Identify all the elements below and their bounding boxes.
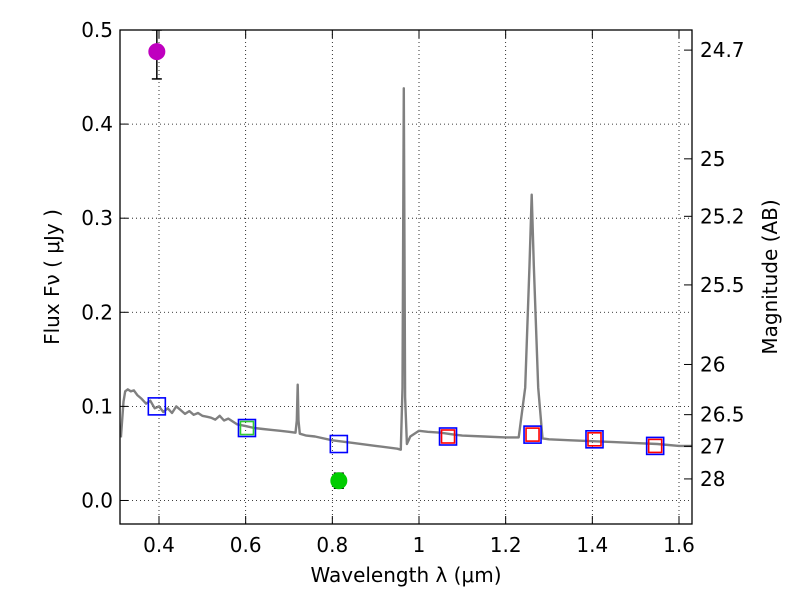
x-tick-label: 1.2 [490,533,522,557]
x-tick-label: 0.6 [230,533,262,557]
axis-ticks [120,29,692,524]
y-tick-label: 0.4 [81,112,113,136]
photometry-square [237,418,257,438]
photometry-square [329,434,349,454]
photometry-square [147,397,167,416]
photometry-square [645,436,665,456]
y-tick-label: 0.1 [81,394,113,418]
y-tick-label: 0.5 [81,18,113,42]
y2-tick-label: 25.5 [700,273,745,297]
photometry-square [525,427,540,442]
y2-tick-label: 25.2 [700,204,745,228]
photometry-square [585,430,604,449]
photometry-square [587,432,602,447]
x-axis-title: Wavelength λ (μm) [310,563,501,587]
y2-tick-label: 26.5 [700,403,745,427]
x-tick-label: 0.4 [143,533,175,557]
plot-data-layer [120,30,692,490]
y2-tick-label: 25 [700,147,725,171]
photometry-square [239,420,255,436]
x-tick-label: 0.8 [316,533,348,557]
y-tick-label: 0.0 [81,488,113,512]
y-axis-title: Flux Fν ( μJy ) [40,209,64,345]
plot-frame [119,29,693,525]
y-tick-label: 0.2 [81,300,113,324]
photometry-square [523,425,542,444]
x-tick-label: 1.6 [663,533,695,557]
detection-point [148,43,166,61]
photometry-square [440,429,456,444]
y2-tick-label: 26 [700,352,725,376]
detection-point [330,472,348,490]
photometry-square [438,427,458,446]
x-tick-label: 1 [413,533,426,557]
photometry-square [647,438,663,454]
data-marks [120,30,692,490]
y-tick-label: 0.3 [81,206,113,230]
y2-tick-label: 27 [700,434,725,458]
x-tick-label: 1.4 [576,533,608,557]
y2-tick-label: 28 [700,467,725,491]
axis-tick-labels: 0.4 0.6 0.8 1 1.2 1.4 1.6 0.0 0.1 0.2 0.3 0.4 0.5 24.… [81,18,744,557]
y2-axis-title: Magnitude (AB) [758,199,782,354]
spectrum-line [120,87,692,451]
y2-tick-label: 24.7 [700,38,745,62]
